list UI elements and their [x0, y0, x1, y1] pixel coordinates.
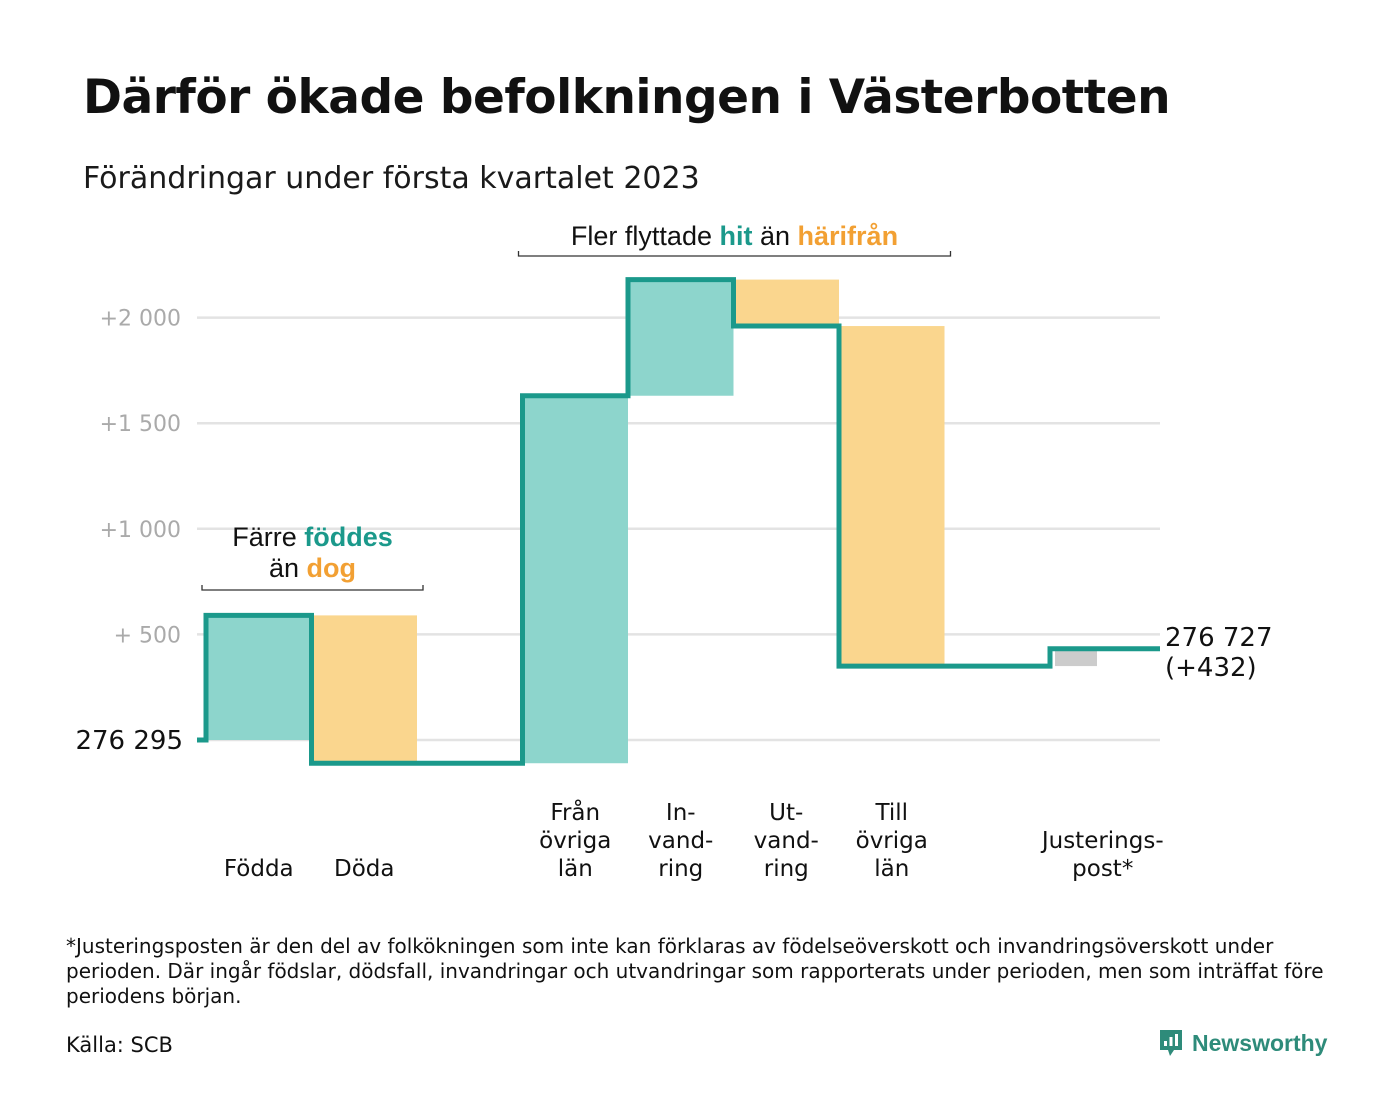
annotation-bracket — [201, 585, 424, 591]
chart-subtitle: Förändringar under första kvartalet 2023 — [83, 161, 700, 196]
category-label: Födda — [224, 856, 294, 882]
category-label: övriga — [856, 828, 928, 854]
annotation-bracket — [517, 251, 952, 257]
category-label: vand- — [648, 828, 713, 854]
bar-utvandring — [733, 279, 839, 327]
bar-invandring — [628, 279, 734, 396]
end-value-label: 276 727 — [1165, 623, 1273, 653]
cumulative-step-line — [197, 277, 1160, 766]
annotation-segment: än — [269, 553, 307, 583]
newsworthy-chart-bubble-icon — [1160, 1030, 1182, 1056]
annotation-text: Färre föddes — [232, 522, 393, 552]
bars — [206, 279, 1097, 764]
category-label: Från — [550, 798, 600, 826]
start-value-label: 276 295 — [75, 726, 183, 756]
category-label: län — [874, 856, 909, 882]
y-tick-label: + 500 — [114, 623, 181, 648]
category-label: In- — [666, 800, 696, 826]
category-label: vand- — [754, 828, 819, 854]
footnote: *Justeringsposten är den del av folkökni… — [66, 934, 1324, 1008]
bar-tillövrigalän — [839, 326, 945, 667]
bar-döda — [311, 615, 417, 764]
category-labels: Födda DödaFrånövrigalänIn-vand-ringUt-van… — [224, 798, 1164, 882]
annotation-segment: härifrån — [798, 221, 899, 251]
waterfall-chart: + 500+1 000+1 500+2 000 Födda DödaFrånövr… — [75, 221, 1272, 882]
category-label: län — [558, 856, 593, 882]
annotation-segment: föddes — [304, 522, 393, 552]
source-label: Källa: SCB — [66, 1033, 173, 1057]
value-labels: 276 295 276 727(+432) — [75, 623, 1272, 756]
chart-title: Därför ökade befolkningen i Västerbotten — [83, 70, 1171, 125]
bar-födda — [206, 615, 312, 740]
annotation-text: än dog — [269, 553, 356, 583]
annotation-segment: än — [752, 221, 797, 251]
category-label: Ut- — [769, 800, 803, 826]
annotation-text: Fler flyttade hit än härifrån — [571, 221, 898, 251]
logo-text: Newsworthy — [1192, 1029, 1328, 1056]
y-tick-label: +1 000 — [100, 518, 181, 543]
category-label: Döda — [334, 856, 394, 882]
category-label: post* — [1072, 856, 1133, 882]
annotation-segment: Fler flyttade — [571, 221, 720, 251]
y-axis-tick-labels: + 500 +1 000 +1 500 +2 000 — [100, 307, 181, 649]
category-label: ring — [658, 856, 703, 882]
newsworthy-logo: Newsworthy — [1158, 1028, 1327, 1058]
y-tick-label: +2 000 — [100, 307, 181, 332]
step-line — [197, 277, 1160, 766]
category-label: Till — [874, 800, 908, 826]
bar-justeringspost — [1055, 648, 1097, 667]
category-label: övriga — [539, 828, 611, 854]
annotation-segment: dog — [307, 553, 356, 583]
annotation-segment: Färre — [232, 522, 304, 552]
annotation-segment: hit — [719, 221, 752, 251]
y-tick-label: +1 500 — [100, 412, 181, 437]
category-label: ring — [764, 856, 809, 882]
end-change-label: (+432) — [1165, 653, 1257, 683]
category-label: Justerings- — [1040, 828, 1164, 854]
bar-frånövrigalän — [522, 395, 628, 764]
